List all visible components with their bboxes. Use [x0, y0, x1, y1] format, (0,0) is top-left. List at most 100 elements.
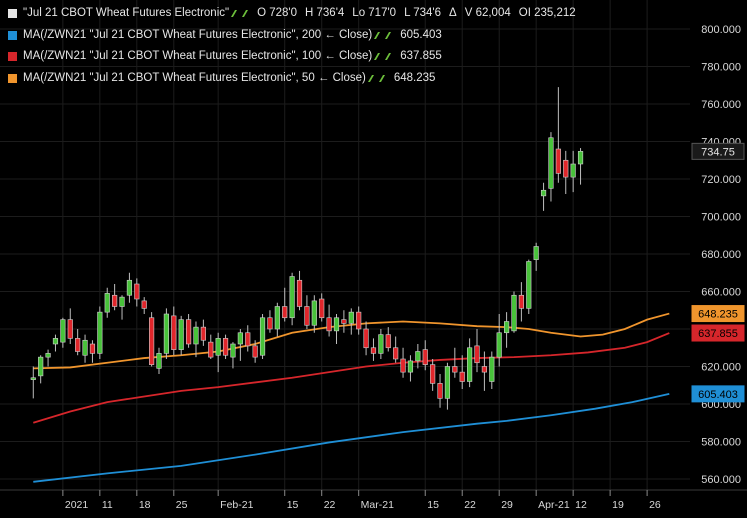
legend-main-row[interactable]: "Jul 21 CBOT Wheat Futures Electronic" O… — [8, 3, 576, 25]
candle — [245, 325, 251, 352]
candle — [333, 314, 340, 344]
candle-body — [274, 306, 280, 330]
candle-body — [38, 356, 44, 377]
candle — [149, 312, 155, 367]
candle-body — [385, 334, 391, 349]
candle-body — [163, 313, 169, 354]
candle — [393, 336, 399, 363]
candle-body — [333, 317, 340, 332]
candle-body — [378, 334, 384, 354]
legend-ma200-row[interactable]: MA(/ZWN21 "Jul 21 CBOT Wheat Futures Ele… — [8, 25, 576, 47]
candle-body — [282, 306, 288, 319]
candle-body — [526, 261, 532, 309]
candle — [370, 338, 377, 361]
candle — [126, 272, 133, 303]
candle-body — [126, 279, 133, 296]
candle-body — [289, 276, 295, 319]
candle — [304, 295, 310, 329]
candle — [540, 182, 547, 211]
candle-body — [119, 296, 125, 307]
candle-body — [178, 319, 184, 350]
edit-pencil-icon-2[interactable] — [378, 74, 391, 82]
candle-body — [348, 311, 354, 324]
candle-body — [82, 339, 88, 356]
candle — [193, 321, 199, 358]
candle — [415, 344, 421, 369]
price-axis: 560.000580.000600.000620.000640.000660.0… — [701, 24, 741, 486]
candle — [326, 304, 332, 337]
candle-body — [422, 349, 428, 365]
candle — [489, 351, 495, 389]
edit-pencil-icon-2[interactable] — [242, 10, 255, 18]
candle-body — [363, 328, 369, 349]
candle-body — [555, 148, 561, 174]
candle — [163, 308, 169, 359]
ma200-swatch — [8, 30, 17, 40]
candle-body — [474, 345, 480, 364]
ma50-swatch — [8, 73, 17, 83]
candle-body — [326, 317, 332, 332]
y-tick-label: 680.000 — [701, 249, 741, 261]
edit-pencil-icon-2[interactable] — [385, 53, 398, 61]
ohlc-open: O 728'0 — [257, 7, 298, 19]
edit-pencil-icon-2[interactable] — [385, 31, 398, 39]
price-badge-bg — [691, 324, 745, 342]
candle — [222, 334, 229, 359]
candle-body — [496, 332, 502, 358]
main-series-label: "Jul 21 CBOT Wheat Futures Electronic" — [23, 7, 230, 19]
y-tick-label: 660.000 — [701, 287, 741, 299]
candle-body — [267, 317, 273, 330]
y-tick-label: 560.000 — [701, 474, 741, 486]
candle — [282, 287, 288, 322]
candle — [30, 366, 36, 399]
price-badge-text: 605.403 — [698, 389, 738, 401]
candle-body — [467, 347, 473, 382]
x-tick-label: 11 — [102, 499, 113, 511]
candle — [82, 334, 88, 363]
candle-body — [259, 317, 266, 356]
candle-body — [341, 319, 347, 324]
candle — [45, 349, 51, 367]
candle-body — [200, 326, 206, 341]
ohlc-volume: V 62,004 — [464, 7, 511, 19]
candle-body — [311, 300, 317, 326]
candle — [348, 308, 354, 335]
candle — [178, 315, 184, 356]
candle-body — [503, 321, 510, 334]
price-badge-ma50: 648.235 — [691, 305, 745, 323]
candle — [400, 347, 406, 378]
ohlc-open-interest: OI 235,212 — [518, 7, 576, 19]
candle — [259, 314, 266, 359]
candle-body — [370, 347, 377, 354]
candle — [430, 359, 436, 391]
ma100-label: MA(/ZWN21 "Jul 21 CBOT Wheat Futures Ele… — [23, 50, 373, 62]
candle — [104, 287, 110, 318]
candle-body — [134, 283, 140, 300]
price-badge-ma100: 637.855 — [691, 324, 745, 342]
candle — [237, 329, 243, 361]
candle — [363, 321, 369, 356]
legend-ma100-row[interactable]: MA(/ZWN21 "Jul 21 CBOT Wheat Futures Ele… — [8, 46, 576, 68]
candle-body — [185, 319, 192, 345]
candle-body — [430, 364, 436, 384]
x-tick-label: 2021 — [65, 499, 89, 511]
candle — [134, 278, 140, 307]
candle-body — [141, 300, 147, 309]
candle — [230, 342, 236, 369]
y-tick-label: 760.000 — [701, 99, 741, 111]
candle-body — [415, 351, 421, 362]
candle-body — [112, 294, 118, 307]
candle — [452, 347, 458, 378]
candle-body — [304, 306, 310, 326]
candle-body — [171, 315, 177, 350]
candle — [481, 351, 487, 391]
candle — [200, 319, 206, 346]
candle-body — [548, 137, 554, 189]
legend-ma50-row[interactable]: MA(/ZWN21 "Jul 21 CBOT Wheat Futures Ele… — [8, 68, 576, 90]
candle — [356, 306, 362, 335]
x-tick-label: 22 — [324, 499, 336, 511]
y-tick-label: 580.000 — [701, 437, 741, 449]
candle-body — [489, 356, 495, 382]
